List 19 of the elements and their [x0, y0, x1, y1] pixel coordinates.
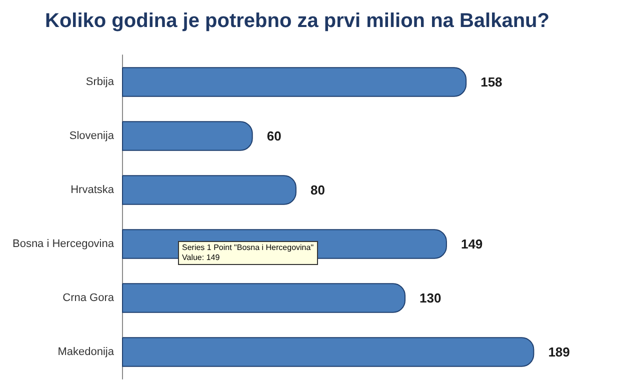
bar [122, 337, 534, 367]
data-label: 80 [310, 182, 325, 198]
y-tick-label: Bosna i Hercegovina [12, 238, 115, 250]
data-label: 149 [460, 236, 483, 252]
y-tick-label: Crna Gora [62, 292, 115, 304]
chart-title: Koliko godina je potrebno za prvi milion na Balkanu? [45, 10, 550, 32]
y-tick-label: Hrvatska [70, 184, 115, 196]
data-label: 189 [548, 344, 570, 360]
y-tick-label: Slovenija [69, 130, 115, 142]
y-tick-label: Srbija [86, 76, 115, 88]
bar [122, 175, 296, 205]
bar [122, 67, 467, 97]
tooltip-box: Series 1 Point "Bosna i Hercegovina" Value: 149 [178, 241, 318, 265]
y-tick-label: Makedonija [58, 346, 115, 358]
data-label: 130 [420, 290, 442, 306]
data-label: 158 [480, 74, 502, 90]
bar [122, 121, 253, 151]
bar [122, 283, 406, 313]
data-label: 60 [266, 128, 282, 144]
